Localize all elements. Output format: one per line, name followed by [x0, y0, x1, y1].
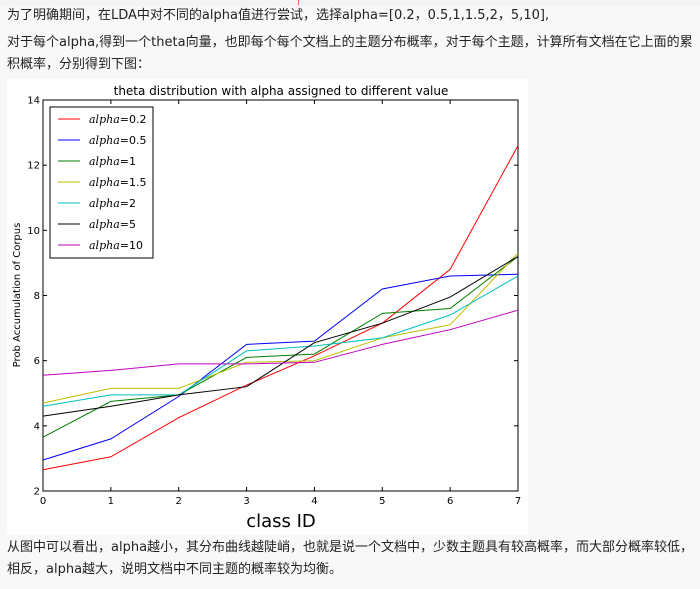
series-line-2 [42, 256, 519, 438]
series-line-1 [42, 273, 519, 461]
x-tick-label: 4 [311, 496, 317, 507]
x-tick-label: 7 [515, 496, 521, 507]
y-tick-label: 14 [27, 96, 40, 107]
legend-name-5: =5 [120, 218, 136, 231]
legend-name-1: =0.5 [120, 134, 147, 147]
series-line-4 [42, 275, 519, 407]
legend-name-0: =0.2 [120, 113, 147, 126]
caret-mark [298, 0, 299, 5]
y-tick-label: 4 [34, 421, 40, 432]
legend-name-3: =1.5 [120, 176, 147, 189]
legend-math-5: alpha [89, 218, 120, 231]
legend-label-5: alpha=5 [89, 218, 136, 231]
x-tick-label: 3 [243, 496, 249, 507]
legend-label-2: alpha=1 [89, 155, 136, 168]
series-lines [42, 145, 519, 471]
x-tick-label: 1 [108, 496, 114, 507]
x-tick-label: 6 [447, 496, 453, 507]
conclusion-paragraph: 从图中可以看出，alpha越小，其分布曲线越陡峭，也就是说一个文档中，少数主题具… [7, 540, 694, 577]
legend-label-1: alpha=0.5 [89, 134, 146, 147]
chart-svg: theta distribution with alpha assigned t… [12, 84, 521, 532]
legend-math-2: alpha [89, 155, 120, 168]
legend-math-3: alpha [89, 176, 120, 189]
y-tick-label: 8 [34, 291, 40, 302]
legend-math-0: alpha [89, 113, 120, 126]
series-line-3 [42, 252, 519, 404]
x-tick-label: 0 [40, 496, 46, 507]
intro-line: 为了明确期间，在LDA中对不同的alpha值进行尝试，选择alpha=[0.2，… [7, 8, 550, 23]
chart-figure: theta distribution with alpha assigned t… [7, 79, 528, 535]
intro-paragraph: 对于每个alpha,得到一个theta向量，也即每个每个文档上的主题分布概率，对… [7, 35, 693, 72]
series-line-6 [42, 309, 519, 376]
y-tick-label: 10 [27, 226, 40, 237]
legend-math-6: alpha [89, 239, 120, 252]
legend-math-1: alpha [89, 134, 120, 147]
series-line-5 [42, 255, 519, 417]
legend-label-0: alpha=0.2 [89, 113, 146, 126]
y-tick-label: 2 [34, 487, 40, 498]
legend-label-6: alpha=10 [89, 239, 143, 252]
x-axis-label: class ID [246, 511, 316, 532]
legend-name-4: =2 [120, 197, 136, 210]
legend-label-3: alpha=1.5 [89, 176, 146, 189]
x-tick-label: 2 [176, 496, 182, 507]
x-tick-label: 5 [379, 496, 385, 507]
legend-label-4: alpha=2 [89, 197, 136, 210]
legend-math-4: alpha [89, 197, 120, 210]
legend-name-2: =1 [120, 155, 136, 168]
legend: alpha=0.2alpha=0.5alpha=1alpha=1.5alpha=… [49, 106, 154, 259]
y-axis-label: Prob Accumulation of Corpus [12, 223, 23, 368]
chart-title: theta distribution with alpha assigned t… [114, 84, 449, 98]
top-strip [0, 0, 700, 6]
y-tick-label: 12 [27, 161, 40, 172]
legend-name-6: =10 [120, 239, 143, 252]
y-tick-label: 6 [34, 356, 40, 367]
